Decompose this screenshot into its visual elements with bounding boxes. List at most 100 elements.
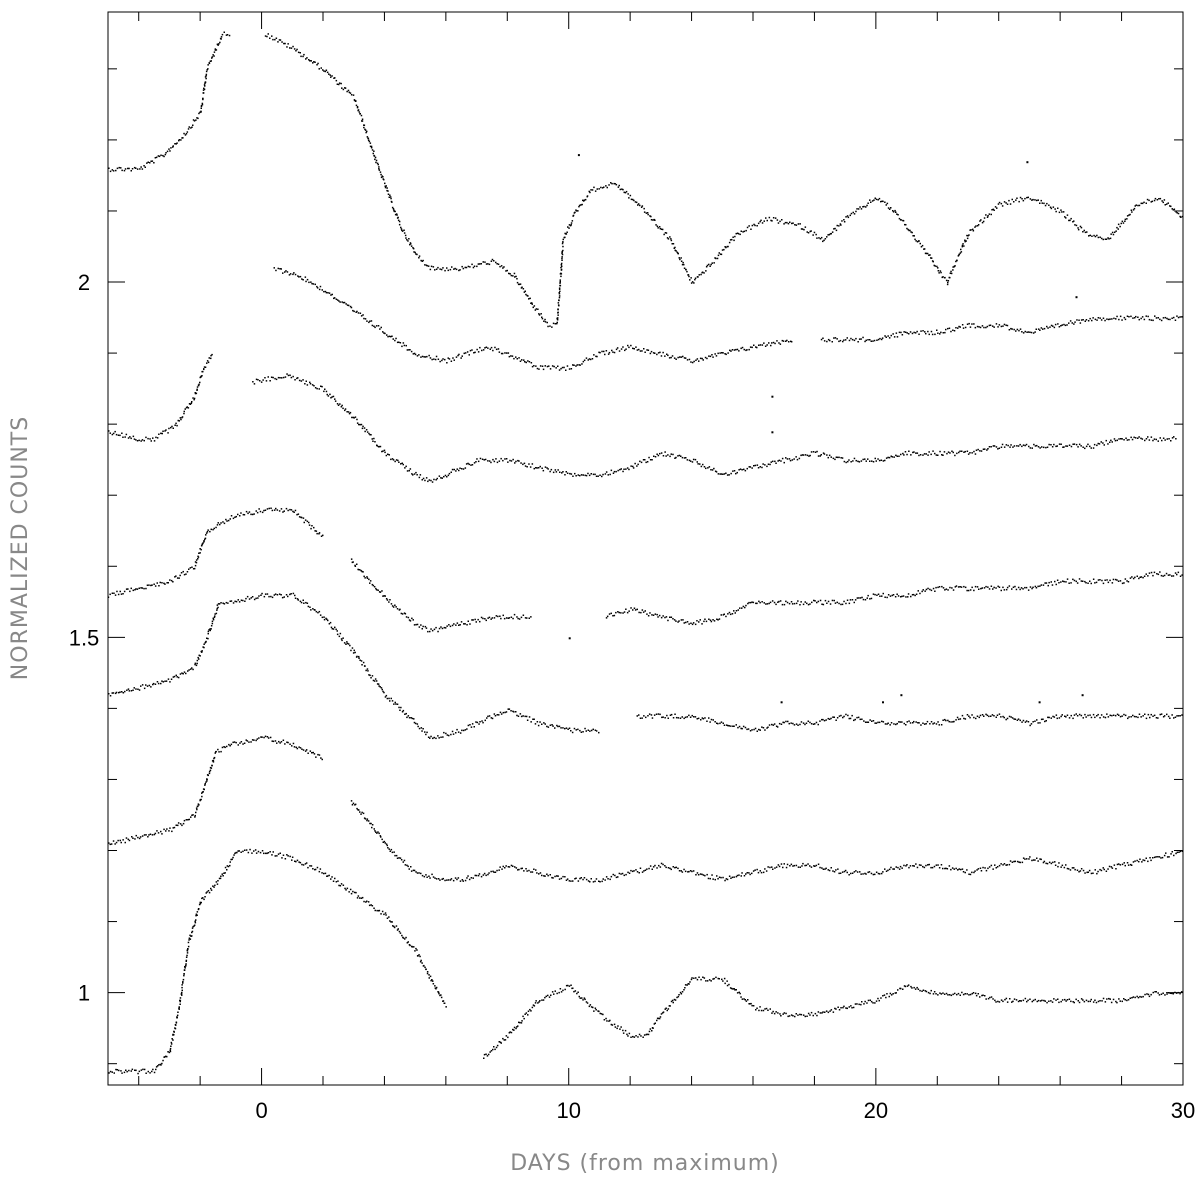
data-point <box>127 688 130 690</box>
data-point <box>110 843 113 845</box>
data-point <box>233 741 236 743</box>
data-point <box>959 994 961 996</box>
data-point <box>220 750 222 753</box>
data-point <box>852 1006 855 1009</box>
data-point <box>836 601 838 604</box>
data-point <box>898 868 901 870</box>
data-point <box>381 590 383 592</box>
data-point <box>1029 586 1032 588</box>
data-point <box>583 877 586 879</box>
data-point <box>896 593 898 595</box>
data-point <box>517 1025 519 1027</box>
data-point <box>1070 217 1072 220</box>
data-point <box>1079 225 1082 228</box>
data-point <box>176 424 178 427</box>
data-point <box>153 833 156 836</box>
data-point <box>1058 443 1061 445</box>
data-point <box>425 477 428 479</box>
data-point <box>905 596 907 598</box>
data-point <box>203 366 206 368</box>
data-point <box>516 358 518 360</box>
data-point <box>595 878 598 880</box>
data-point <box>156 1065 159 1067</box>
data-point <box>912 451 914 454</box>
data-point <box>447 879 450 881</box>
data-point <box>151 834 154 836</box>
data-point <box>1039 329 1041 331</box>
data-point <box>997 1000 999 1003</box>
data-point <box>863 1003 865 1005</box>
data-point <box>772 460 774 463</box>
data-point <box>567 226 569 228</box>
data-point <box>557 314 559 316</box>
data-point <box>515 275 517 278</box>
data-point <box>723 613 725 615</box>
data-point <box>709 877 711 880</box>
data-point <box>1076 319 1078 321</box>
data-point <box>426 971 429 973</box>
data-point <box>1141 316 1144 318</box>
data-point <box>841 603 844 606</box>
data-point <box>617 611 619 613</box>
data-point <box>179 1000 181 1003</box>
data-point <box>413 473 416 475</box>
data-point <box>306 57 308 59</box>
data-point <box>579 997 581 999</box>
data-point <box>710 263 712 266</box>
data-point <box>932 723 934 725</box>
data-point <box>789 459 792 462</box>
data-point <box>1177 316 1180 319</box>
data-point <box>950 721 952 723</box>
data-point <box>1045 446 1047 449</box>
data-point <box>1126 315 1129 317</box>
data-point <box>1141 202 1144 205</box>
data-point <box>151 160 154 162</box>
data-point <box>418 354 420 356</box>
data-point <box>321 872 323 874</box>
data-point <box>400 228 403 230</box>
data-point <box>867 871 869 874</box>
data-point <box>521 1020 523 1022</box>
data-point <box>148 584 150 586</box>
data-point <box>660 862 663 865</box>
data-point <box>633 870 635 872</box>
data-point <box>810 866 813 868</box>
data-point <box>790 341 793 343</box>
data-point <box>228 743 230 746</box>
data-point <box>586 195 589 197</box>
data-point <box>1094 582 1096 584</box>
data-point <box>191 930 194 933</box>
data-point <box>768 602 770 605</box>
data-point <box>196 388 198 391</box>
data-point <box>554 469 557 471</box>
data-point <box>246 740 249 742</box>
data-point <box>630 1036 632 1038</box>
data-point <box>292 273 294 276</box>
data-point <box>848 1006 850 1008</box>
data-point <box>374 830 376 832</box>
data-point <box>108 1072 110 1074</box>
data-point <box>740 347 742 350</box>
data-point <box>723 473 726 475</box>
data-point <box>929 254 931 256</box>
data-point <box>762 1009 765 1012</box>
data-point <box>695 359 697 361</box>
data-point <box>186 571 189 573</box>
data-point <box>927 454 929 456</box>
data-point <box>718 876 721 878</box>
data-point <box>181 991 183 994</box>
data-point <box>622 612 624 614</box>
data-point <box>1018 200 1020 203</box>
data-point <box>689 460 692 462</box>
data-point <box>507 1036 509 1039</box>
data-point <box>421 874 424 877</box>
data-point <box>304 519 307 521</box>
data-point <box>817 600 820 603</box>
data-point <box>366 818 369 820</box>
data-point <box>1130 716 1132 718</box>
data-point <box>292 45 294 48</box>
data-point <box>934 590 936 592</box>
data-point <box>378 168 380 170</box>
data-point <box>885 457 888 459</box>
data-point <box>962 871 965 873</box>
